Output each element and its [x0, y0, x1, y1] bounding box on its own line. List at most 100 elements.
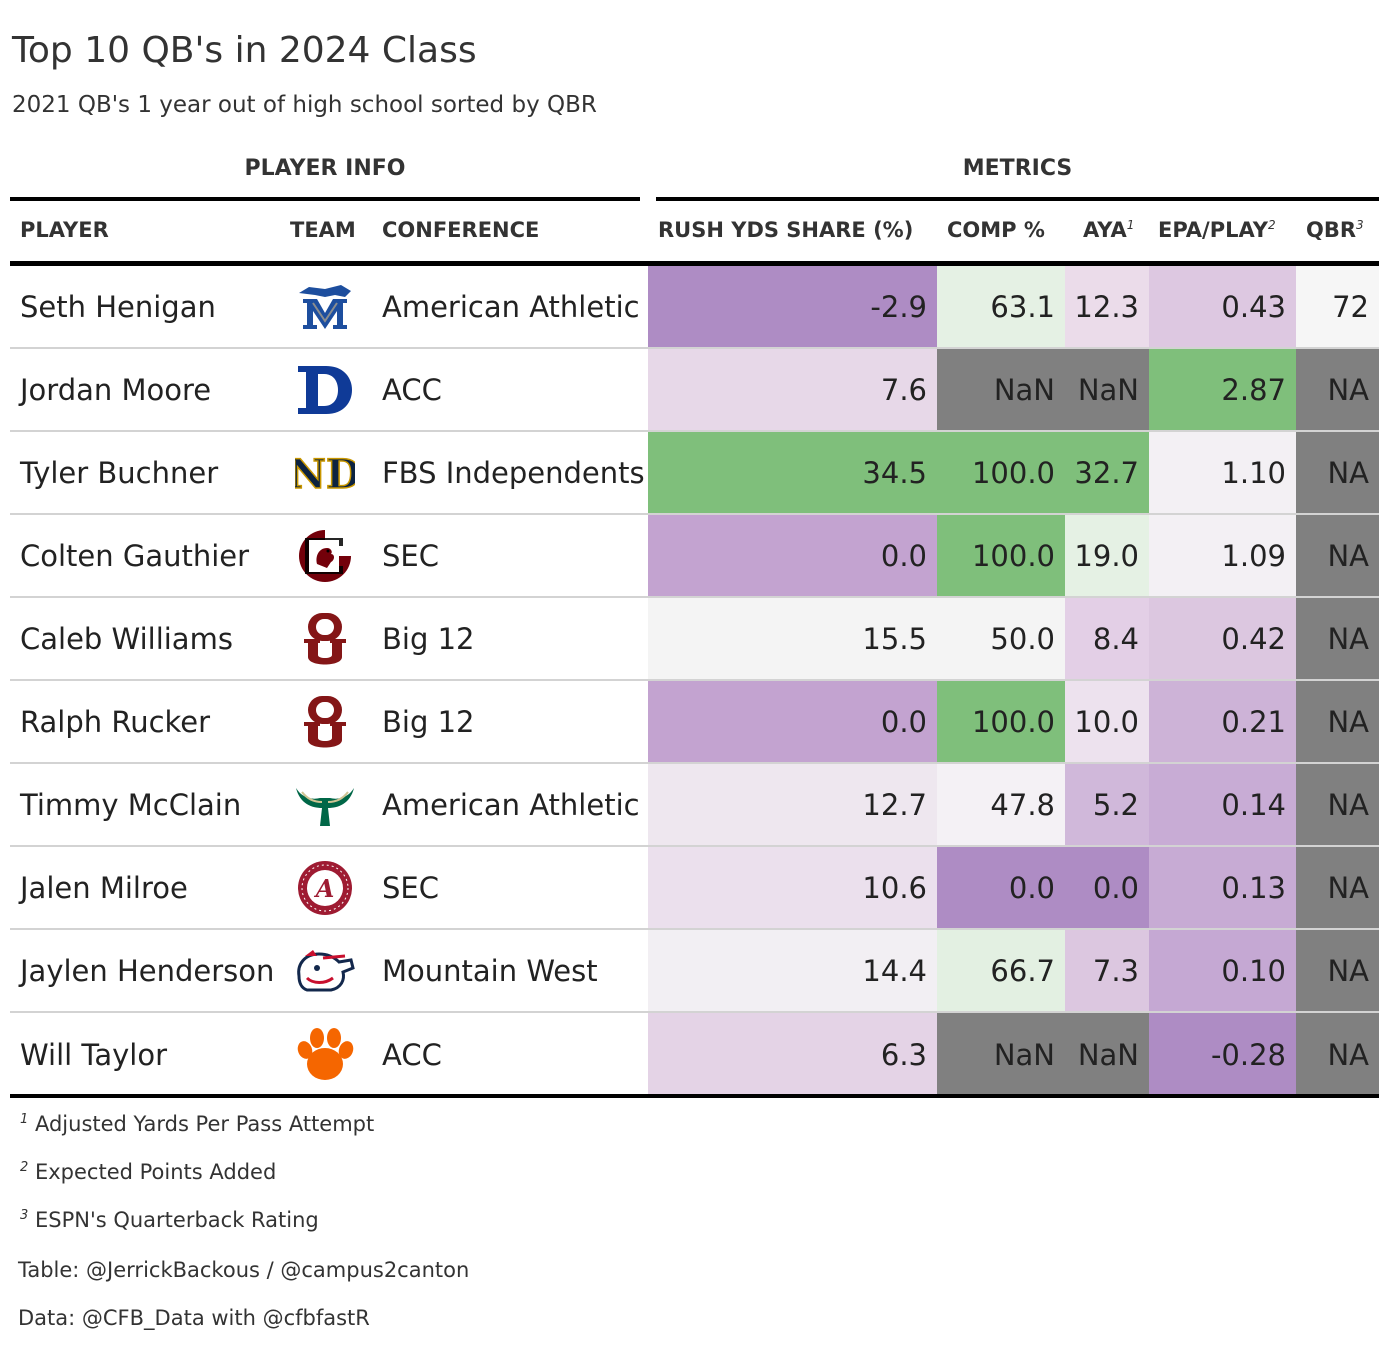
player-name: Colten Gauthier	[20, 538, 250, 573]
oklahoma-ou-logo	[280, 681, 370, 762]
aya-cell: 12.3	[1065, 266, 1149, 347]
conference-name: FBS Independents	[382, 455, 645, 490]
table-row: Will Taylor ACC 6.3 NaN NaN -0.28 NA	[10, 1013, 1379, 1096]
conference-name: ACC	[382, 1037, 442, 1072]
source-table: Table: @JerrickBackous / @campus2canton	[18, 1258, 470, 1282]
conference-name: ACC	[382, 372, 442, 407]
oklahoma-ou-logo	[280, 598, 370, 679]
qbr-cell: NA	[1296, 598, 1379, 679]
comp-pct-cell: 0.0	[937, 847, 1065, 928]
aya-cell: 10.0	[1065, 681, 1149, 762]
spanner-metrics-rule	[656, 197, 1379, 201]
conference-name: SEC	[382, 870, 439, 905]
aya-cell: NaN	[1065, 349, 1149, 430]
rush-yds-share-cell: 0.0	[648, 515, 937, 596]
epa-play-cell: 0.42	[1149, 598, 1296, 679]
player-name: Jordan Moore	[20, 372, 212, 407]
player-name: Seth Henigan	[20, 289, 216, 324]
rush-yds-share-cell: 15.5	[648, 598, 937, 679]
comp-pct-cell: 50.0	[937, 598, 1065, 679]
col-header-team: TEAM	[290, 218, 356, 242]
aya-cell: 5.2	[1065, 764, 1149, 845]
table-row: Jaylen Henderson Mountain West 14.4 66.7 7.…	[10, 930, 1379, 1013]
aya-cell: 8.4	[1065, 598, 1149, 679]
qbr-cell: NA	[1296, 930, 1379, 1011]
comp-pct-cell: 100.0	[937, 432, 1065, 513]
footnote-1: 1 Adjusted Yards Per Pass Attempt	[20, 1112, 375, 1136]
epa-play-cell: 0.21	[1149, 681, 1296, 762]
table-row: Tyler Buchner ND FBS Independents 34.5 100…	[10, 432, 1379, 515]
spanner-player-info: PLAYER INFO	[244, 156, 406, 181]
qbr-cell: NA	[1296, 349, 1379, 430]
spanner-player-info-rule	[10, 197, 640, 201]
player-name: Tyler Buchner	[20, 455, 219, 490]
table-row: Ralph Rucker Big 12 0.0 100.0 10.0 0.21 NA	[10, 681, 1379, 764]
rush-yds-share-cell: 34.5	[648, 432, 937, 513]
memphis-tigers-logo	[280, 266, 370, 347]
comp-pct-cell: 100.0	[937, 515, 1065, 596]
col-header-player: PLAYER	[20, 218, 109, 242]
conference-name: American Athletic	[382, 289, 640, 324]
epa-play-cell: 1.10	[1149, 432, 1296, 513]
footnote-3: 3 ESPN's Quarterback Rating	[20, 1208, 319, 1232]
svg-text:ND: ND	[295, 451, 355, 498]
table-row: Caleb Williams Big 12 15.5 50.0 8.4 0.42 NA	[10, 598, 1379, 681]
qbr-cell: NA	[1296, 764, 1379, 845]
col-header-rush: RUSH YDS SHARE (%)	[658, 218, 914, 242]
qbr-cell: NA	[1296, 681, 1379, 762]
table-row: Seth Henigan American Athletic -2.9 63.1 12…	[10, 266, 1379, 349]
alabama-a-logo: A	[280, 847, 370, 928]
epa-play-cell: 0.14	[1149, 764, 1296, 845]
aya-cell: NaN	[1065, 1013, 1149, 1096]
south-carolina-gamecock-logo	[280, 515, 370, 596]
epa-play-cell: 0.43	[1149, 266, 1296, 347]
aya-cell: 19.0	[1065, 515, 1149, 596]
qbr-cell: NA	[1296, 515, 1379, 596]
qbr-cell: NA	[1296, 1013, 1379, 1096]
svg-text:A: A	[314, 874, 335, 903]
bottom-rule	[10, 1094, 1379, 1098]
spanner-metrics: METRICS	[962, 156, 1073, 181]
player-name: Ralph Rucker	[20, 704, 211, 739]
col-header-aya: AYA1	[1083, 218, 1135, 242]
epa-play-cell: 0.13	[1149, 847, 1296, 928]
col-header-comp: COMP %	[947, 218, 1045, 242]
rush-yds-share-cell: 6.3	[648, 1013, 937, 1096]
clemson-paw-logo	[280, 1013, 370, 1096]
comp-pct-cell: 63.1	[937, 266, 1065, 347]
header-rule	[10, 261, 1379, 266]
conference-name: American Athletic	[382, 787, 640, 822]
comp-pct-cell: NaN	[937, 1013, 1065, 1096]
col-header-epa: EPA/PLAY2	[1158, 218, 1276, 242]
table-title: Top 10 QB's in 2024 Class	[12, 30, 477, 71]
player-name: Timmy McClain	[20, 787, 242, 822]
comp-pct-cell: NaN	[937, 349, 1065, 430]
duke-d-logo	[280, 349, 370, 430]
usf-bulls-horns-logo	[280, 764, 370, 845]
footnote-2: 2 Expected Points Added	[20, 1160, 277, 1184]
player-name: Caleb Williams	[20, 621, 233, 656]
rush-yds-share-cell: 7.6	[648, 349, 937, 430]
aya-cell: 0.0	[1065, 847, 1149, 928]
epa-play-cell: 2.87	[1149, 349, 1296, 430]
comp-pct-cell: 100.0	[937, 681, 1065, 762]
qbr-cell: NA	[1296, 432, 1379, 513]
rush-yds-share-cell: 12.7	[648, 764, 937, 845]
table-row: Timmy McClain American Athletic 12.7 47.8 5…	[10, 764, 1379, 847]
notre-dame-nd-logo: ND	[280, 432, 370, 513]
table-row: Colten Gauthier SEC 0.0 100.0 19.0 1.09 NA	[10, 515, 1379, 598]
player-name: Jalen Milroe	[20, 870, 188, 905]
table-body: Seth Henigan American Athletic -2.9 63.1 12…	[10, 266, 1379, 1096]
epa-play-cell: 1.09	[1149, 515, 1296, 596]
table-row: Jalen Milroe A SEC 10.6 0.0 0.0 0.13 NA	[10, 847, 1379, 930]
aya-cell: 32.7	[1065, 432, 1149, 513]
player-name: Jaylen Henderson	[20, 953, 275, 988]
comp-pct-cell: 47.8	[937, 764, 1065, 845]
qbr-cell: 72	[1296, 266, 1379, 347]
rush-yds-share-cell: 10.6	[648, 847, 937, 928]
rush-yds-share-cell: -2.9	[648, 266, 937, 347]
conference-name: Big 12	[382, 704, 475, 739]
col-header-conference: CONFERENCE	[382, 218, 540, 242]
epa-play-cell: 0.10	[1149, 930, 1296, 1011]
rush-yds-share-cell: 14.4	[648, 930, 937, 1011]
